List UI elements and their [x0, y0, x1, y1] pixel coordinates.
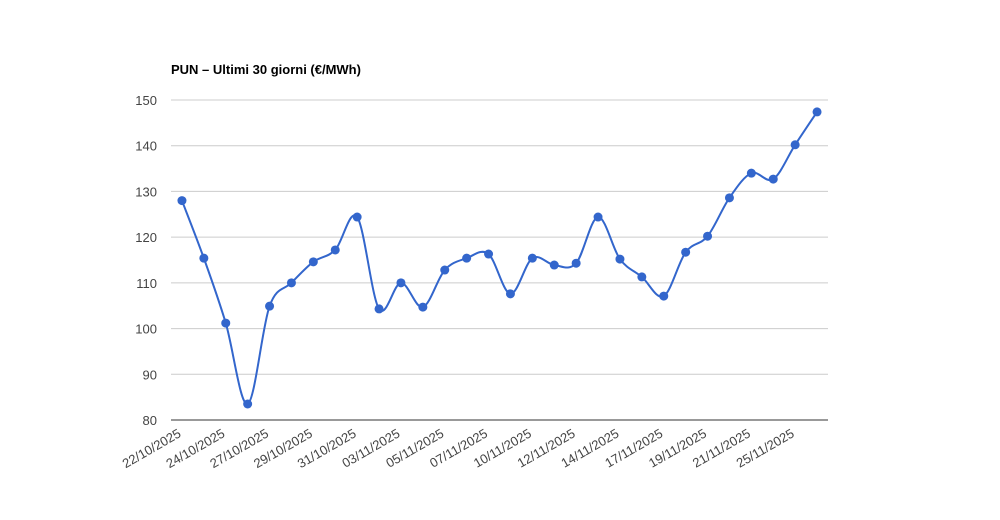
data-point — [746, 168, 756, 178]
data-point — [243, 399, 253, 409]
y-tick-label: 150 — [135, 93, 157, 108]
data-point — [703, 231, 713, 241]
data-point — [571, 258, 581, 268]
data-point — [549, 260, 559, 270]
data-point — [724, 193, 734, 203]
data-point — [681, 247, 691, 257]
data-point — [177, 196, 187, 206]
data-point — [418, 302, 428, 312]
y-tick-label: 100 — [135, 322, 157, 337]
data-point — [199, 253, 209, 263]
data-point — [527, 253, 537, 263]
y-tick-label: 120 — [135, 230, 157, 245]
data-point — [659, 291, 669, 301]
chart-title: PUN – Ultimi 30 giorni (€/MWh) — [171, 62, 361, 77]
data-point — [374, 304, 384, 314]
data-point — [768, 174, 778, 184]
data-point — [221, 318, 231, 328]
data-point — [352, 212, 362, 222]
data-point — [505, 289, 515, 299]
data-point — [637, 272, 647, 282]
data-point — [440, 265, 450, 275]
data-point — [308, 257, 318, 267]
data-point — [396, 278, 406, 288]
y-tick-label: 80 — [143, 413, 157, 428]
data-point — [812, 107, 822, 117]
y-tick-label: 130 — [135, 184, 157, 199]
y-tick-label: 110 — [136, 276, 157, 291]
data-point — [265, 301, 275, 311]
data-point — [615, 254, 625, 264]
y-tick-label: 140 — [135, 139, 157, 154]
data-point — [330, 245, 340, 255]
y-tick-label: 90 — [143, 367, 157, 382]
series-line — [181, 111, 818, 406]
data-point — [593, 212, 603, 222]
data-point — [484, 249, 494, 259]
data-point — [462, 253, 472, 263]
data-point — [286, 278, 296, 288]
data-point — [790, 140, 800, 150]
